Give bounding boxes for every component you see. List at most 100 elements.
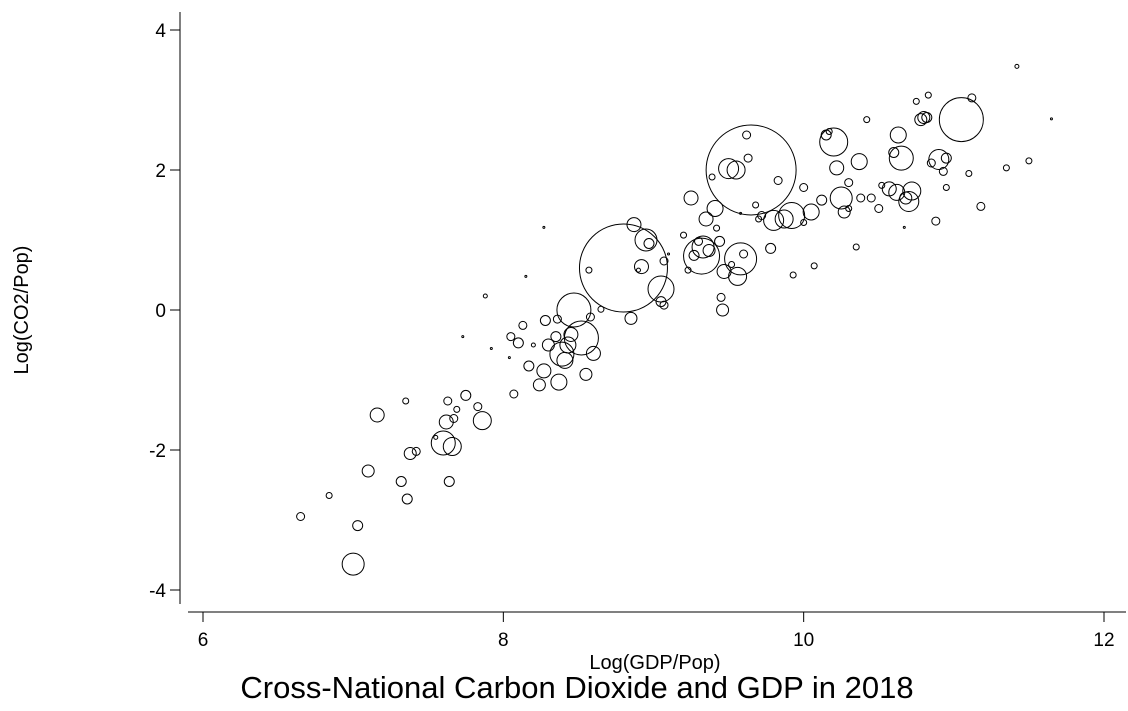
data-point [716,264,732,279]
data-point [552,314,562,324]
data-point [713,224,721,232]
data-point [889,126,907,144]
data-point [556,292,592,328]
data-point [549,341,575,367]
data-point [940,152,952,164]
data-point [810,262,818,270]
data-point [829,186,853,210]
data-point [938,166,948,176]
data-point [624,311,638,325]
data-point [899,191,913,205]
data-point [633,259,649,275]
data-point [523,360,535,372]
data-point [863,116,871,124]
data-point [643,238,655,249]
data-point [739,211,743,215]
data-point [482,293,488,299]
data-point [752,201,760,209]
x-axis-title: Log(GDP/Pop) [589,652,720,674]
data-point [542,225,546,229]
y-axis-title: Log(CO2/Pop) [11,246,33,375]
data-point [461,335,465,339]
data-point [659,300,669,310]
data-point [888,183,906,201]
y-tick-label: 2 [155,161,166,182]
data-point [1014,63,1020,69]
data-point [1025,157,1033,165]
x-axis-ticks: 6 8 10 12 [198,612,1115,651]
x-tick-label: 8 [498,630,509,651]
data-point [755,215,763,223]
y-axis-ticks: 4 2 0 -2 -4 [149,21,180,602]
data-point [684,266,692,274]
data-points [296,63,1053,576]
data-point [325,492,333,499]
data-point [585,266,593,274]
data-point [837,205,851,219]
data-point [938,97,984,143]
data-point [659,256,669,266]
data-point [714,235,726,247]
data-point [559,336,577,354]
data-point [763,209,785,231]
data-point [667,252,671,256]
data-point [683,190,699,206]
data-point [401,493,413,505]
data-point [917,111,931,124]
data-point [726,160,746,180]
y-tick-label: 4 [155,21,166,42]
data-point [845,205,853,212]
data-point [369,407,385,423]
data-point [411,446,421,456]
data-point [926,158,936,168]
data-point [688,249,700,261]
data-point [888,145,914,171]
data-point [866,193,876,203]
data-point [563,320,599,356]
data-point [634,228,658,252]
data-point [706,200,724,217]
data-point [539,315,551,326]
data-point [395,476,407,487]
data-point [1049,117,1053,121]
data-point [850,153,868,171]
data-point [829,160,845,176]
data-point [550,331,562,343]
data-point [708,173,716,181]
data-point [507,356,511,360]
data-point [1002,164,1010,172]
data-point [680,231,688,239]
data-point [921,112,933,123]
data-point [489,347,493,350]
chart-title: Cross-National Carbon Dioxide and GDP in… [240,670,913,705]
data-point [433,434,439,440]
data-point [856,193,866,203]
data-point [472,411,492,431]
data-point [967,93,977,103]
data-point [443,396,453,406]
data-point [825,128,833,135]
data-point [705,124,797,216]
data-point [453,405,461,413]
data-point [473,402,483,412]
data-point [647,275,675,303]
data-point [976,201,986,211]
data-point [430,430,456,456]
data-point [597,305,605,313]
data-point [550,373,568,391]
data-point [844,178,854,188]
data-point [898,191,920,212]
data-point [341,552,365,576]
data-point [852,243,860,251]
data-point [716,292,726,302]
data-point [716,303,730,317]
data-point [914,113,928,127]
data-point [361,464,375,478]
data-point [442,437,462,456]
data-point [942,184,950,191]
data-point [460,389,472,401]
data-point [800,219,808,226]
data-point [352,520,364,532]
